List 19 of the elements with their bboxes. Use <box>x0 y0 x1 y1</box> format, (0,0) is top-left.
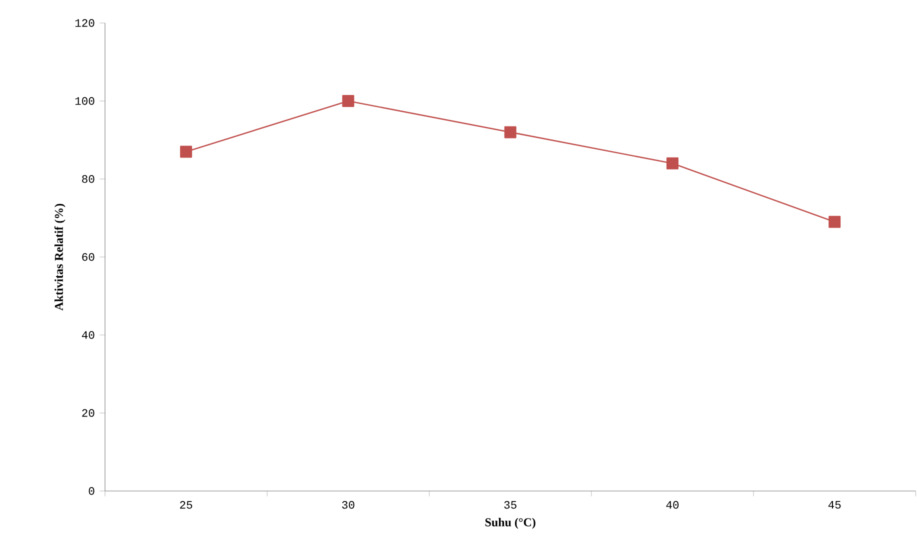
x-tick-label: 30 <box>342 501 354 509</box>
point <box>828 216 841 228</box>
x-tick-label: 40 <box>666 501 679 509</box>
point <box>504 126 516 138</box>
y-tick-label: 80 <box>82 175 94 183</box>
y-tick-label: 0 <box>88 487 94 495</box>
x-axis-title: Suhu (°C) <box>485 518 536 529</box>
y-tick-label: 20 <box>82 409 94 417</box>
point <box>180 146 192 158</box>
point <box>342 95 354 108</box>
x-tick-label: 25 <box>180 501 192 509</box>
x-tick-label: 45 <box>828 501 841 509</box>
y-tick-label: 40 <box>82 331 94 339</box>
y-tick-label: 120 <box>75 19 94 27</box>
y-axis-title: Aktivitas Relatif (%) <box>54 204 66 311</box>
x-tick-label: 35 <box>504 501 516 509</box>
y-tick-label: 60 <box>82 253 94 261</box>
point <box>666 157 678 170</box>
y-tick-label: 100 <box>75 97 94 105</box>
